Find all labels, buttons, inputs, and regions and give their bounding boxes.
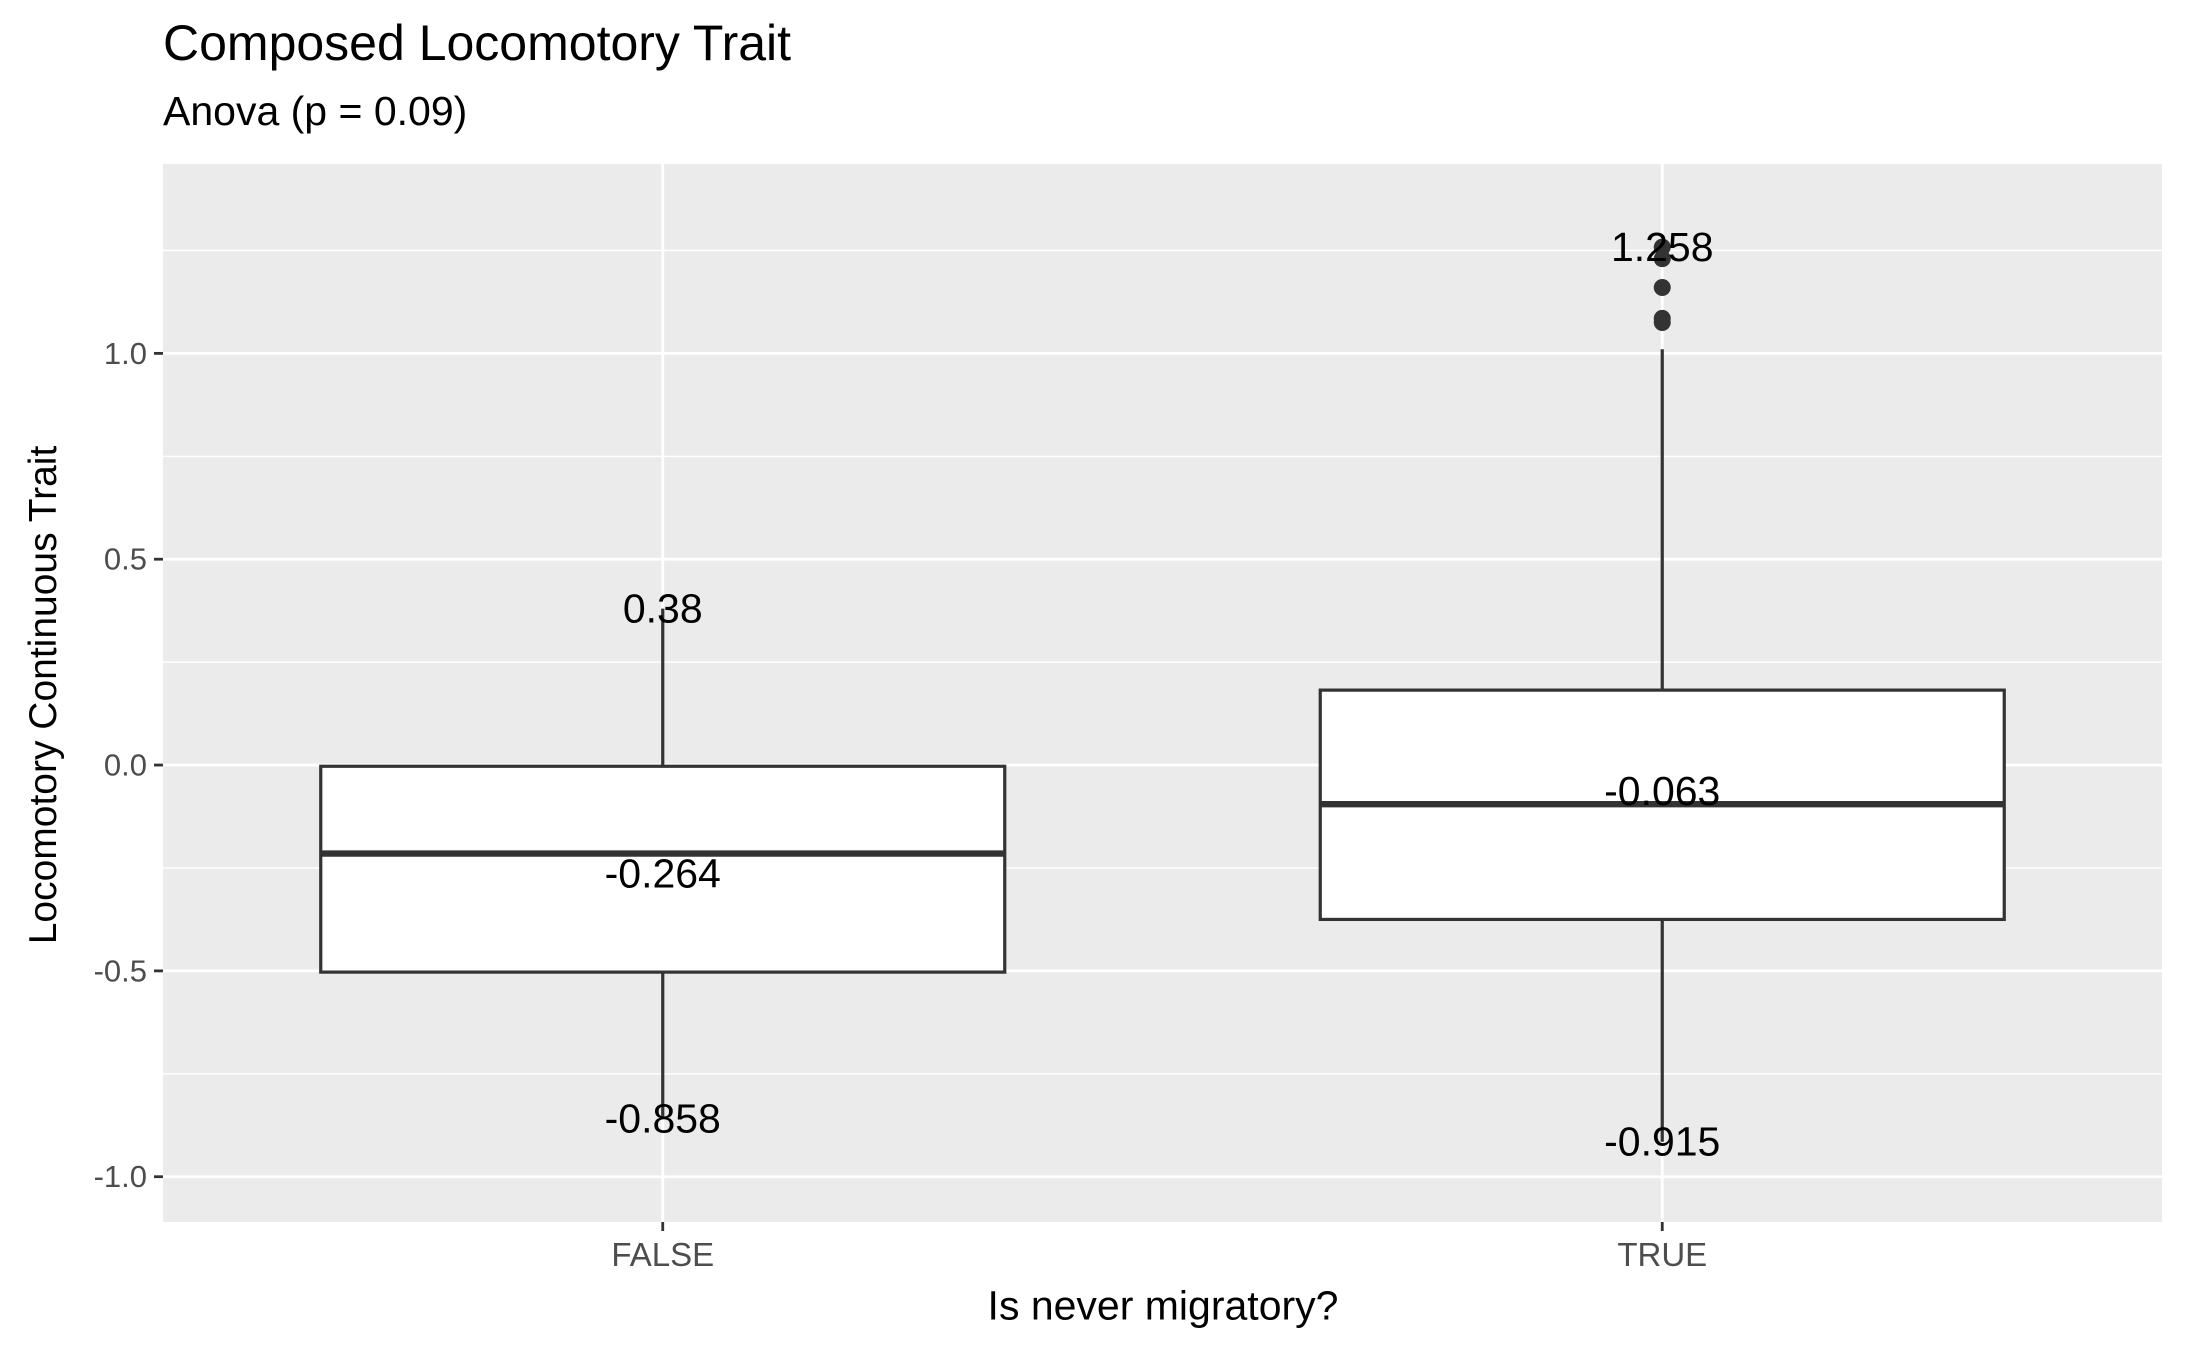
y-tick-label: 1.0	[104, 336, 147, 371]
outlier-point	[1653, 313, 1671, 331]
y-tick-label: -0.5	[94, 953, 147, 988]
box-iqr	[319, 764, 1007, 974]
data-label: -0.858	[605, 1095, 721, 1141]
data-label: 0.38	[623, 586, 703, 632]
chart-subtitle: Anova (p = 0.09)	[163, 88, 468, 134]
chart-title: Composed Locomotory Trait	[163, 15, 792, 71]
data-label: -0.063	[1604, 768, 1720, 814]
outlier-point	[1653, 250, 1671, 268]
data-label: -0.264	[605, 851, 721, 897]
outlier-point	[1653, 279, 1671, 297]
x-axis-label: Is never migratory?	[987, 1282, 1339, 1329]
data-label: 1.258	[1611, 224, 1714, 270]
y-tick-label: -1.0	[94, 1159, 147, 1194]
x-tick-label: TRUE	[1617, 1236, 1707, 1273]
y-tick-label: 0.5	[104, 542, 147, 577]
x-tick-label: FALSE	[611, 1236, 714, 1273]
data-label: -0.915	[1604, 1119, 1720, 1165]
y-tick-label: 0.0	[104, 748, 147, 783]
